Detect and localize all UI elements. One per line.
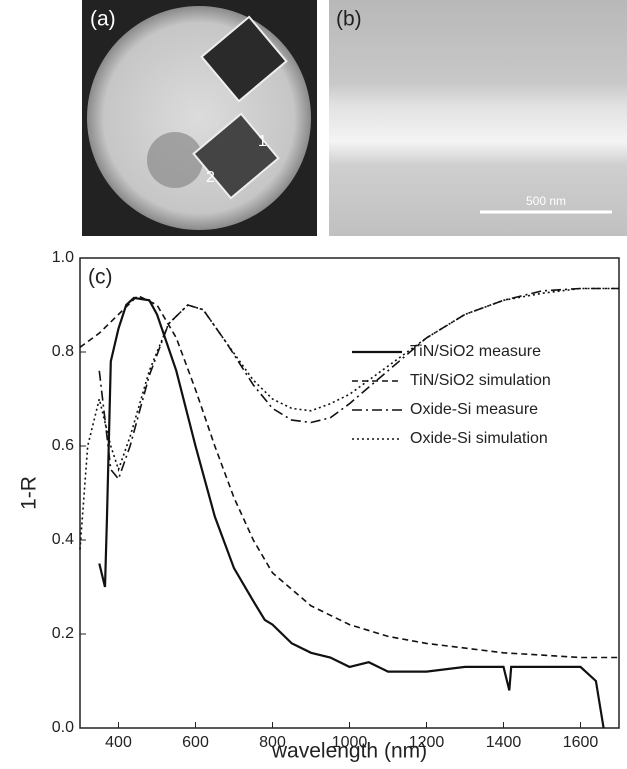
photo-a: [82, 0, 317, 236]
y-tick-label: 0.0: [52, 719, 74, 736]
y-axis-label: 1-R: [18, 476, 41, 510]
y-tick-label: 0.4: [52, 531, 74, 548]
series-line: [98, 296, 605, 729]
legend-label: TiN/SiO2 simulation: [410, 372, 551, 389]
y-tick-label: 0.6: [52, 437, 74, 454]
y-tick-label: 0.8: [52, 343, 74, 360]
sample-label: 1: [258, 133, 267, 150]
scale-bar-label: 500 nm: [526, 194, 566, 208]
panel-label: (c): [88, 266, 113, 289]
panel-label: (b): [336, 8, 362, 31]
series-line: [79, 294, 619, 659]
sample-label: 2: [206, 169, 215, 186]
y-tick-label: 0.2: [52, 625, 74, 642]
legend-label: Oxide-Si simulation: [410, 430, 548, 447]
legend-label: Oxide-Si measure: [410, 401, 538, 418]
x-tick-label: 1600: [563, 734, 599, 751]
chart: 400 600 800 1000 1200 1400 1600 0.0 0.2 0.4 0.6 0.8…: [18, 249, 620, 763]
photo-b: [329, 0, 627, 236]
y-tick-label: 1.0: [52, 249, 74, 266]
x-tick-label: 600: [182, 734, 209, 751]
x-tick-label: 800: [259, 734, 286, 751]
x-axis-label: wavelength (nm): [271, 740, 427, 763]
panel-label: (a): [90, 8, 116, 31]
x-tick-label: 1000: [332, 734, 368, 751]
x-tick-label: 1400: [486, 734, 522, 751]
series-line: [79, 287, 619, 550]
x-tick-label: 400: [105, 734, 132, 751]
legend-label: TiN/SiO2 measure: [410, 343, 541, 360]
x-tick-label: 1200: [409, 734, 445, 751]
series-line: [98, 287, 619, 481]
